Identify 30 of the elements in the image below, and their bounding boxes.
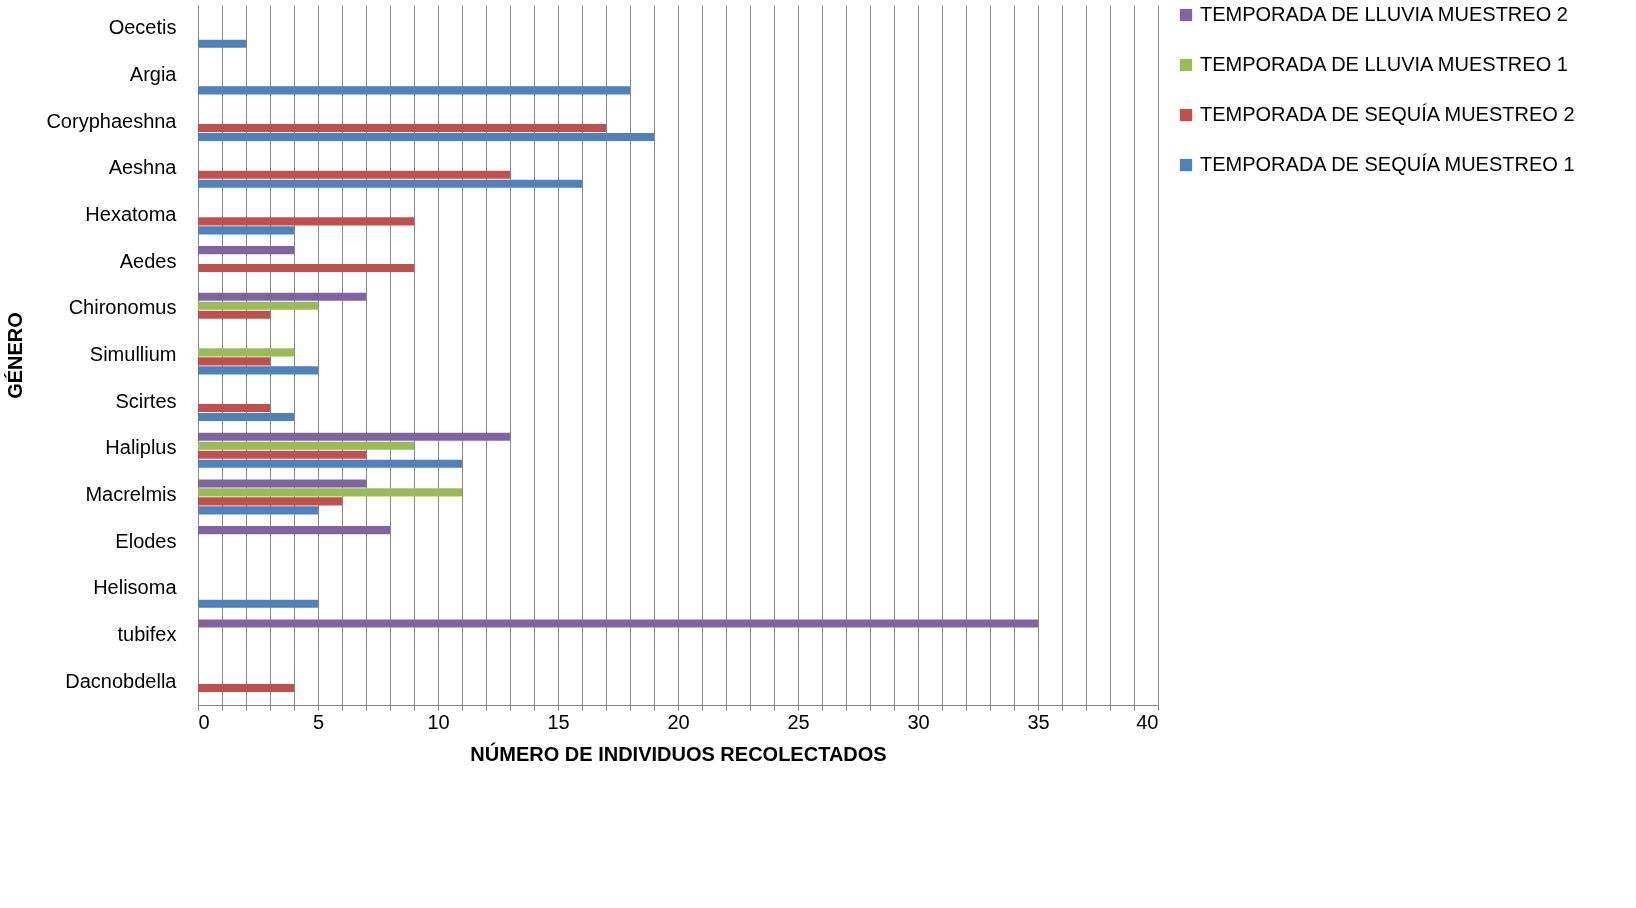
legend-label: TEMPORADA DE LLUVIA MUESTREO 2 [1200, 3, 1568, 25]
y-tick-label: tubifex [117, 623, 177, 645]
y-tick-label: Coryphaeshna [46, 109, 178, 132]
y-axis-title: GÉNERO [4, 312, 27, 399]
x-tick-label: 20 [667, 710, 690, 733]
y-tick-label: Elodes [115, 529, 177, 552]
x-axis-title: NÚMERO DE INDIVIDUOS RECOLECTADOS [470, 741, 887, 765]
y-tick-label: Chironomus [68, 296, 177, 319]
legend-label: TEMPORADA DE SEQUÍA MUESTREO 2 [1200, 103, 1575, 125]
legend-label: TEMPORADA DE LLUVIA MUESTREO 1 [1200, 53, 1568, 75]
x-tick-label: 5 [312, 710, 325, 733]
y-tick-label: Hexatoma [85, 203, 178, 225]
y-tick-label: Scirtes [115, 389, 177, 412]
y-tick-label: Helisoma [93, 576, 178, 599]
x-tick-label: 15 [547, 710, 570, 733]
y-tick-label: Haliplus [105, 436, 177, 459]
y-tick-label: Aedes [119, 249, 177, 272]
x-tick-label: 30 [907, 710, 930, 733]
x-tick-label: 40 [1136, 710, 1159, 733]
y-tick-label: Macrelmis [85, 483, 177, 505]
x-tick-label: 0 [198, 710, 210, 733]
y-tick-label: Aeshna [108, 156, 178, 179]
x-tick-label: 10 [427, 710, 450, 733]
y-tick-label: Simullium [89, 343, 177, 365]
y-tick-label: Argia [129, 63, 178, 85]
y-tick-label: Oecetis [108, 16, 177, 39]
x-tick-label: 35 [1027, 710, 1050, 733]
y-tick-label: Dacnobdella [65, 669, 178, 692]
legend-label: TEMPORADA DE SEQUÍA MUESTREO 1 [1200, 153, 1575, 175]
x-tick-label: 25 [787, 710, 810, 733]
